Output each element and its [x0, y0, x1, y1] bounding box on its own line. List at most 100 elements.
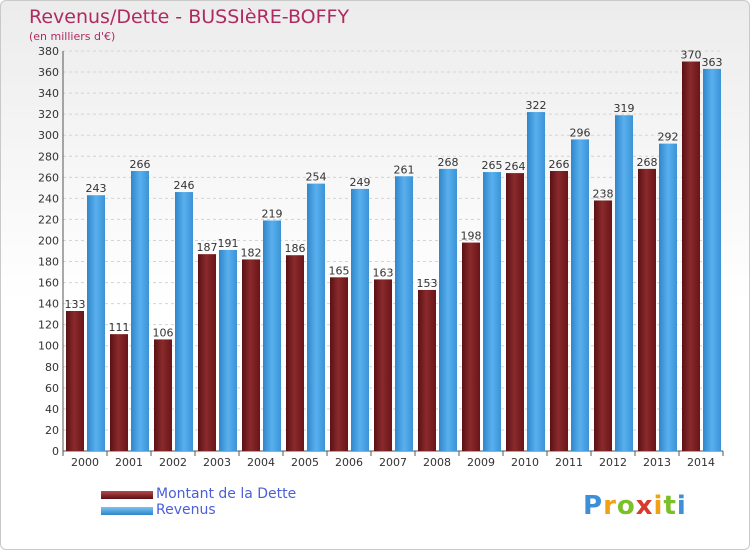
bar-revenue [87, 195, 105, 451]
bar-debt [286, 255, 304, 451]
bar-revenue [395, 176, 413, 451]
data-label-debt: 182 [241, 246, 262, 259]
proxiti-logo: Proxiti [583, 491, 687, 521]
logo-letter: x [635, 491, 654, 521]
x-tick-label: 2009 [467, 456, 495, 469]
bar-debt [638, 168, 656, 452]
y-tick-label: 300 [38, 129, 59, 142]
legend-label-debt: Montant de la Dette [156, 486, 297, 502]
data-label-revenue: 191 [218, 237, 239, 250]
y-tick-label: 240 [38, 192, 59, 205]
bar-revenue [263, 220, 281, 451]
x-tick-label: 2014 [687, 456, 715, 469]
x-tick-label: 2011 [555, 456, 583, 469]
y-tick-label: 40 [45, 403, 59, 416]
logo-letter: o [616, 491, 636, 521]
bar-debt [110, 334, 128, 451]
bar-debt [462, 242, 480, 451]
x-tick-label: 2003 [203, 456, 231, 469]
logo-letter: r [603, 491, 617, 521]
bar-revenue [527, 112, 545, 451]
legend-swatch-revenue [101, 507, 153, 515]
bar-revenue [131, 171, 149, 451]
logo-letter: P [583, 491, 604, 521]
y-tick-label: 120 [38, 319, 59, 332]
y-tick-label: 220 [38, 213, 59, 226]
bar-revenue [571, 139, 589, 451]
y-tick-label: 160 [38, 277, 59, 290]
data-label-revenue: 261 [394, 163, 415, 176]
x-tick-label: 2002 [159, 456, 187, 469]
data-label-revenue: 319 [614, 102, 635, 115]
data-label-debt: 238 [593, 187, 614, 200]
y-tick-label: 100 [38, 340, 59, 353]
data-label-revenue: 363 [702, 56, 723, 69]
bar-debt [198, 254, 216, 451]
bar-revenue [659, 143, 677, 451]
bar-revenue [351, 188, 369, 452]
data-label-revenue: 296 [570, 126, 591, 139]
y-tick-label: 360 [38, 66, 59, 79]
data-label-debt: 111 [109, 321, 130, 334]
bar-debt [330, 277, 348, 451]
data-label-debt: 133 [65, 298, 86, 311]
y-tick-label: 180 [38, 256, 59, 269]
data-label-revenue: 265 [482, 159, 503, 172]
y-tick-label: 260 [38, 171, 59, 184]
data-label-revenue: 254 [306, 171, 327, 184]
y-tick-label: 380 [38, 45, 59, 58]
bar-debt [506, 173, 524, 451]
data-label-revenue: 322 [526, 99, 547, 112]
legend-label-revenue: Revenus [156, 502, 216, 518]
logo-letter: i [676, 491, 687, 521]
x-tick-label: 2010 [511, 456, 539, 469]
data-label-revenue: 243 [86, 182, 107, 195]
data-label-debt: 264 [505, 160, 526, 173]
data-label-debt: 186 [285, 242, 306, 255]
data-label-debt: 106 [153, 326, 174, 339]
data-label-debt: 266 [549, 158, 570, 171]
data-label-debt: 370 [681, 49, 702, 62]
bar-revenue [307, 183, 325, 451]
bar-debt [550, 171, 568, 451]
x-tick-label: 2012 [599, 456, 627, 469]
x-tick-label: 2004 [247, 456, 275, 469]
x-tick-label: 2005 [291, 456, 319, 469]
bar-revenue [439, 168, 457, 452]
bar-debt [594, 200, 612, 451]
data-label-revenue: 246 [174, 179, 195, 192]
bar-debt [682, 61, 700, 452]
y-tick-label: 80 [45, 361, 59, 374]
x-tick-label: 2006 [335, 456, 363, 469]
x-tick-label: 2001 [115, 456, 143, 469]
y-tick-label: 320 [38, 108, 59, 121]
y-tick-label: 200 [38, 234, 59, 247]
data-label-debt: 268 [637, 156, 658, 169]
bar-revenue [219, 249, 237, 451]
bar-revenue [615, 115, 633, 452]
logo-letter: t [663, 491, 677, 521]
data-label-revenue: 266 [130, 158, 151, 171]
bar-debt [66, 311, 84, 451]
data-label-revenue: 219 [262, 207, 283, 220]
bar-revenue [483, 172, 501, 452]
bar-revenue [703, 68, 721, 451]
bar-revenue [175, 192, 193, 452]
x-tick-label: 2008 [423, 456, 451, 469]
data-label-debt: 198 [461, 230, 482, 243]
logo-letter: i [653, 491, 664, 521]
y-tick-label: 0 [52, 445, 59, 458]
data-label-revenue: 268 [438, 156, 459, 169]
data-label-debt: 187 [197, 241, 218, 254]
bar-debt [374, 279, 392, 451]
x-tick-label: 2013 [643, 456, 671, 469]
bar-debt [418, 289, 436, 451]
chart-subtitle: (en milliers d'€) [29, 30, 116, 43]
y-tick-label: 60 [45, 382, 59, 395]
data-label-debt: 153 [417, 277, 438, 290]
data-label-debt: 163 [373, 266, 394, 279]
y-tick-label: 340 [38, 87, 59, 100]
legend-swatch-debt [101, 491, 153, 499]
